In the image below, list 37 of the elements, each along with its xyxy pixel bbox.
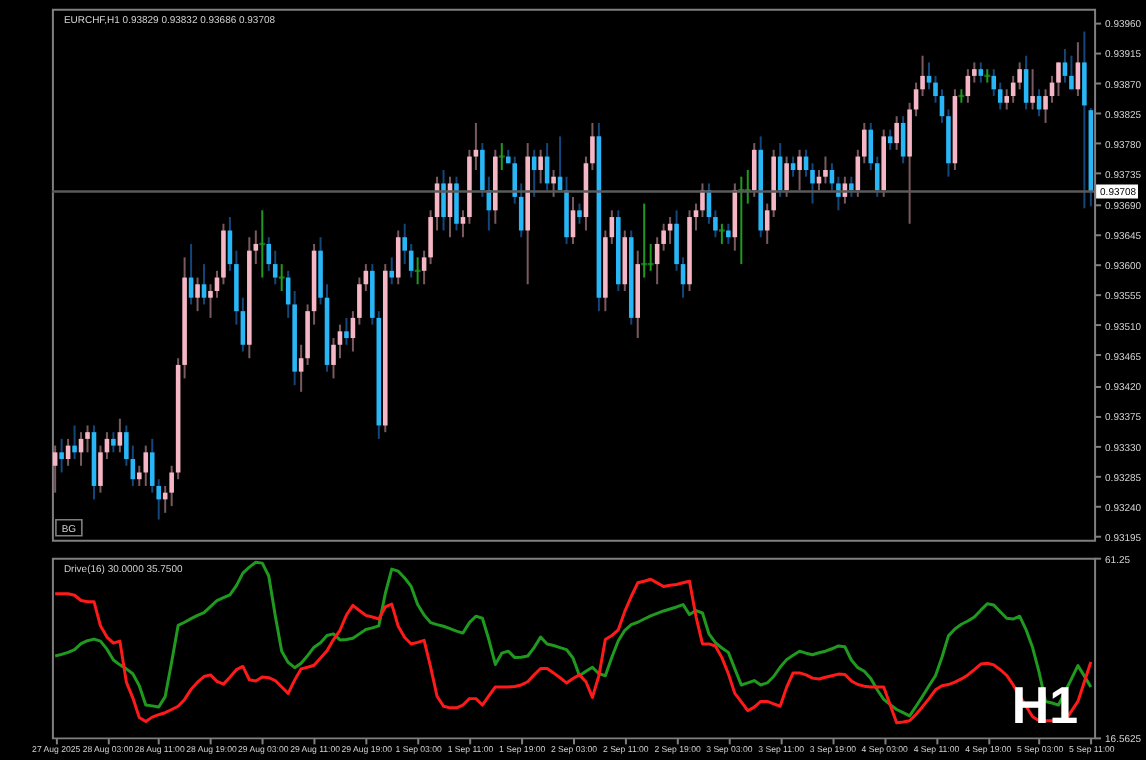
candlestick	[790, 155, 796, 178]
candlestick	[1069, 54, 1074, 91]
candlestick	[441, 168, 446, 232]
candlestick	[389, 256, 395, 286]
candlestick	[797, 148, 802, 192]
candlestick	[52, 444, 58, 494]
candlestick	[849, 175, 854, 198]
candlestick	[195, 276, 200, 313]
candlestick	[538, 148, 543, 185]
candlestick	[1082, 30, 1087, 210]
candlestick	[117, 417, 123, 454]
candlestick	[978, 61, 984, 84]
candlestick	[143, 444, 149, 487]
candlestick	[751, 142, 757, 198]
candlestick	[823, 155, 828, 185]
candlestick	[1030, 68, 1035, 111]
candlestick	[201, 263, 207, 306]
candlestick	[551, 168, 556, 198]
candlestick	[564, 175, 569, 245]
candlestick	[784, 155, 789, 198]
candlestick	[718, 222, 725, 245]
candlestick	[498, 142, 505, 171]
candlestick	[622, 229, 628, 292]
candlestick	[337, 323, 343, 360]
candlestick	[278, 263, 285, 292]
candlestick	[59, 437, 64, 474]
candlestick	[454, 175, 459, 232]
candlestick	[344, 316, 349, 346]
candlestick	[1062, 47, 1068, 84]
candlestick	[726, 222, 731, 245]
candlestick	[894, 115, 899, 151]
candlestick	[111, 431, 116, 454]
candlestick	[1056, 61, 1061, 98]
candlestick	[887, 128, 893, 151]
candlestick	[72, 424, 77, 461]
candlestick	[577, 202, 582, 225]
candlestick	[395, 229, 401, 286]
